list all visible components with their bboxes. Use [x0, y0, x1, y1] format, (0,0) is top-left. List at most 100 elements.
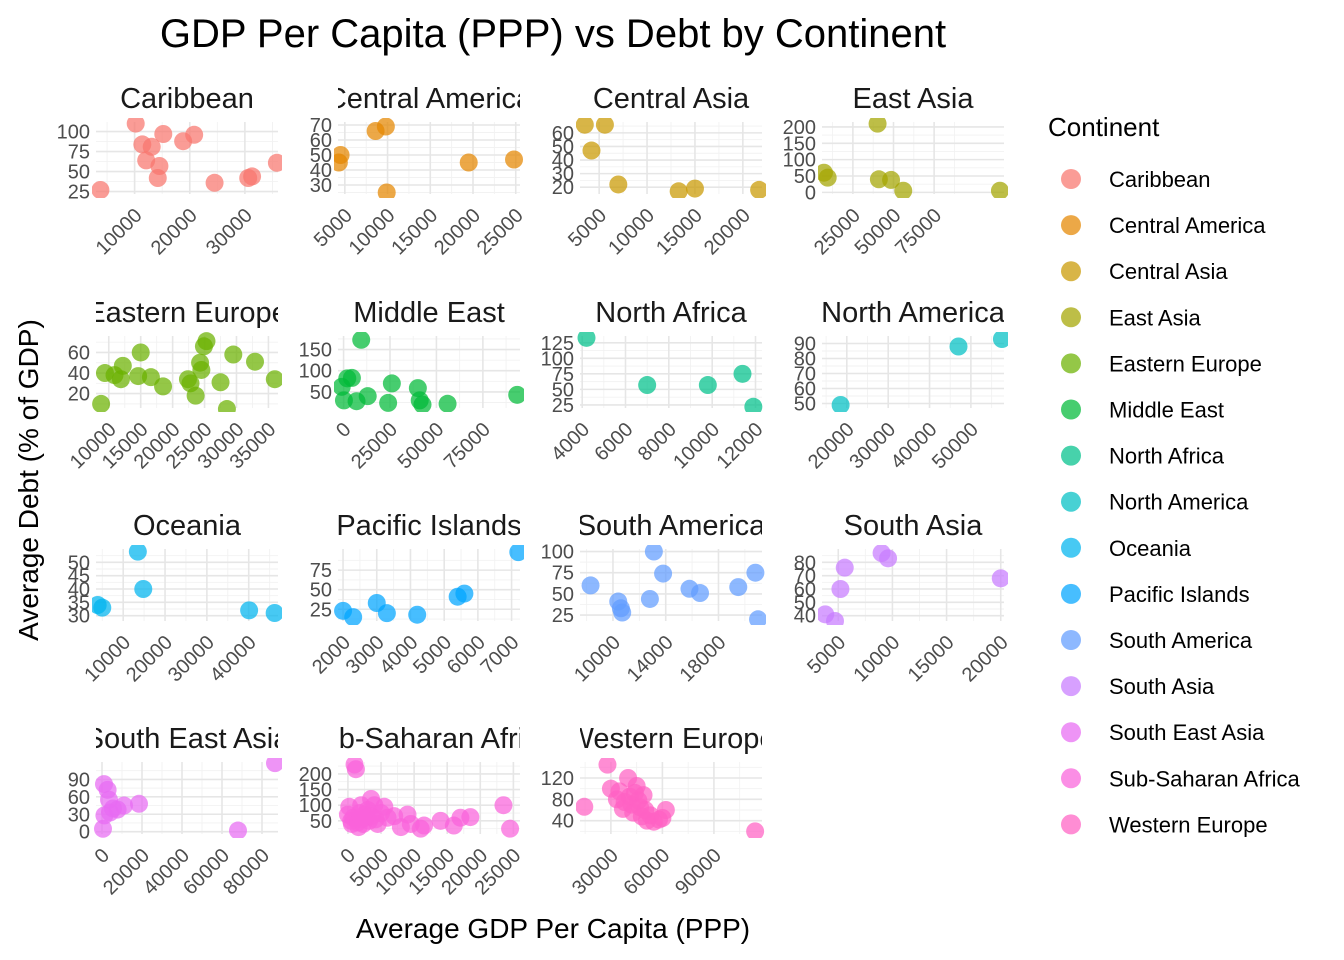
x-tick-label: 75000 [891, 204, 946, 259]
facet-points [334, 118, 524, 198]
x-tick-label: 15000 [652, 204, 707, 259]
y-tick-label: 50 [552, 136, 574, 158]
y-tick-label: 40 [552, 150, 574, 172]
legend-key [1061, 768, 1081, 789]
y-tick-label: 30 [552, 164, 574, 186]
y-tick-label: 200 [783, 117, 816, 139]
scatter-point [92, 394, 111, 412]
scatter-point [746, 822, 765, 838]
facet-points [92, 118, 282, 198]
scatter-point [461, 808, 480, 827]
y-tick-label: 50 [794, 394, 816, 416]
scatter-point [186, 386, 205, 405]
facet-strip-label: Sub-Saharan Africa [303, 723, 555, 755]
scatter-point [128, 545, 147, 561]
legend-label: Western Europe [1109, 812, 1268, 837]
y-tick-label: 75 [552, 364, 574, 386]
x-tick-label: 10000 [604, 204, 659, 259]
legend-key [1061, 215, 1081, 236]
legend-key [1061, 169, 1081, 189]
x-tick-label: 5000 [409, 631, 456, 678]
facet-strip-label: North America [821, 297, 1006, 329]
y-tick-label: 50 [552, 379, 574, 401]
y-tick-label: 40 [552, 811, 574, 833]
facet-south-east-asia: South East Asia0306090020000400006000080… [68, 723, 291, 899]
facet-sub-saharan-africa: Sub-Saharan Africa5010015020005000100001… [299, 723, 555, 899]
y-tick-label: 60 [68, 342, 90, 364]
y-tick-label: 70 [794, 566, 816, 588]
y-tick-label: 40 [68, 579, 90, 601]
facet-strip-label: South East Asia [85, 723, 291, 755]
legend-item-caribbean: Caribbean [1061, 167, 1211, 192]
x-tick-label: 30000 [845, 418, 900, 473]
scatter-point [576, 797, 594, 816]
scatter-point [243, 167, 262, 186]
scatter-point [211, 373, 230, 392]
scatter-point [831, 580, 850, 598]
y-tick-label: 100 [541, 348, 574, 370]
y-tick-label: 35 [68, 592, 90, 614]
x-tick-label: 2000 [308, 631, 355, 678]
scatter-point [990, 181, 1008, 198]
y-tick-label: 45 [68, 566, 90, 588]
legend-item-central-asia: Central Asia [1061, 259, 1228, 284]
x-tick-label: 15000 [387, 204, 442, 259]
legend-label: Sub-Saharan Africa [1109, 766, 1301, 791]
x-tick-label: 20000 [147, 204, 202, 259]
facet-strip-label: East Asia [853, 83, 975, 115]
facet-strip-label: South Asia [844, 510, 984, 542]
legend-label: Middle East [1109, 398, 1224, 423]
legend-key [1061, 491, 1081, 512]
facet-strip-label: Central America [326, 83, 533, 115]
y-tick-label: 30 [310, 175, 332, 197]
y-tick-label: 60 [794, 579, 816, 601]
facet-points [581, 545, 766, 625]
legend-item-western-europe: Western Europe [1061, 812, 1268, 837]
scatter-point [509, 545, 524, 562]
x-tick-label: 75000 [440, 418, 495, 473]
facet-central-america: Central America3040506070500010000150002… [310, 83, 533, 259]
y-tick-label: 150 [299, 340, 332, 362]
facet-points [92, 332, 282, 412]
x-tick-label: 50000 [394, 418, 449, 473]
scatter-point [93, 598, 112, 617]
scatter-point [894, 181, 913, 198]
scatter-point [358, 387, 377, 406]
x-tick-label: 6000 [443, 631, 490, 678]
scatter-point [266, 758, 282, 773]
legend-key [1061, 261, 1081, 282]
scatter-point [582, 141, 601, 160]
scatter-point [868, 118, 887, 133]
legend-label: South East Asia [1109, 720, 1265, 745]
scatter-point [685, 179, 704, 198]
scatter-point [749, 610, 766, 625]
legend-item-oceania: Oceania [1061, 536, 1192, 561]
facet-points [576, 758, 765, 838]
x-tick-label: 60000 [620, 844, 675, 899]
scatter-point [598, 758, 617, 774]
x-tick-label: 25000 [347, 418, 402, 473]
x-tick-label: 25000 [473, 204, 528, 259]
scatter-point [729, 578, 748, 597]
scatter-point [494, 796, 513, 815]
scatter-point [205, 173, 224, 192]
scatter-point [382, 374, 401, 393]
facet-grid [96, 549, 278, 621]
scatter-point [835, 558, 854, 577]
scatter-point [634, 786, 653, 805]
y-tick-label: 80 [552, 789, 574, 811]
scatter-point [131, 343, 150, 362]
legend-key [1061, 722, 1081, 743]
y-tick-label: 60 [794, 379, 816, 401]
scatter-point [192, 360, 211, 379]
facet-strip-label: North Africa [595, 297, 747, 329]
facet-points [576, 118, 766, 198]
scatter-point [346, 760, 365, 779]
scatter-point [746, 563, 765, 582]
y-tick-label: 100 [299, 361, 332, 383]
